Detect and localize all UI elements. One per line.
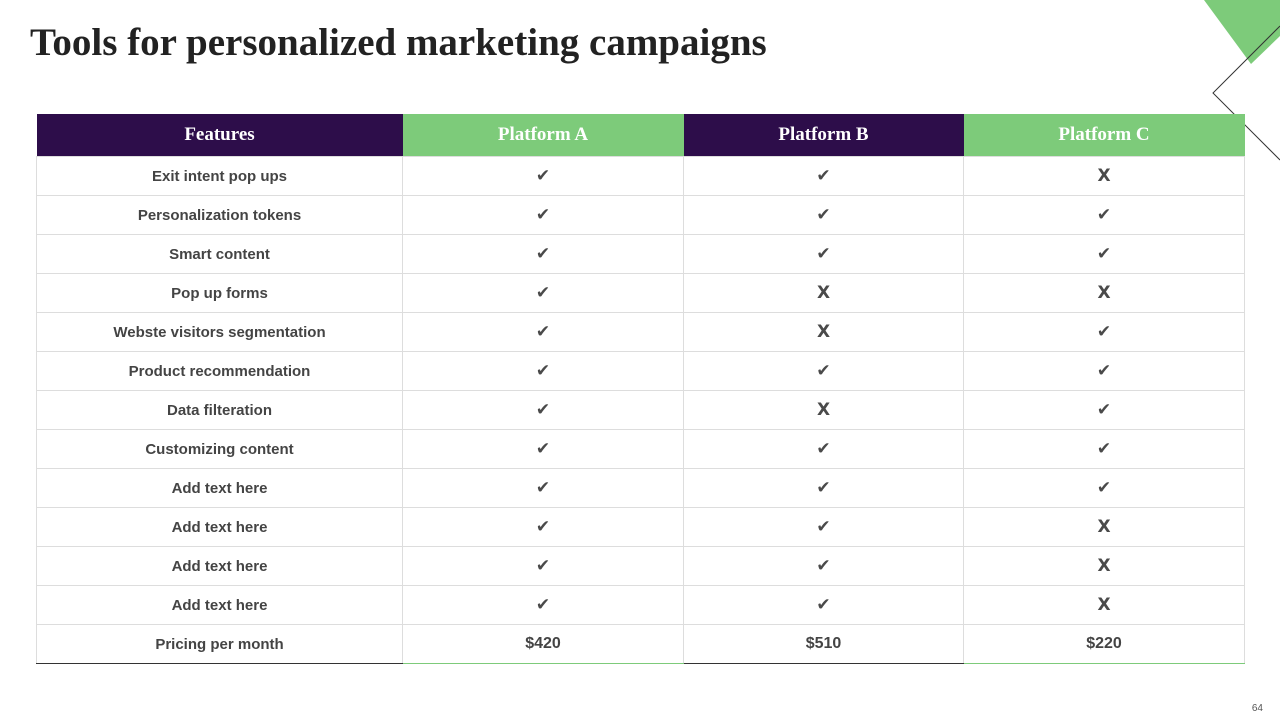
corner-line — [1212, 25, 1280, 161]
value-cell: X — [683, 312, 964, 352]
value-cell: ✔ — [963, 195, 1245, 235]
value-cell: ✔ — [683, 156, 964, 196]
table-row: Add text here ✔ ✔ ✔ — [36, 468, 1245, 508]
value-cell: ✔ — [402, 195, 684, 235]
table-row: Personalization tokens ✔ ✔ ✔ — [36, 195, 1245, 235]
page-number: 64 — [1251, 703, 1263, 714]
feature-cell: Customizing content — [36, 429, 403, 469]
table-row: Smart content ✔ ✔ ✔ — [36, 234, 1245, 274]
value-cell: ✔ — [683, 585, 964, 625]
feature-cell: Smart content — [36, 234, 403, 274]
value-cell: X — [683, 390, 964, 430]
value-cell: X — [963, 507, 1245, 547]
column-header: Platform A — [402, 114, 684, 157]
feature-cell: Data filteration — [36, 390, 403, 430]
table-row: Add text here ✔ ✔ X — [36, 507, 1245, 547]
value-cell: X — [963, 585, 1245, 625]
table-row: Pop up forms ✔ X X — [36, 273, 1245, 313]
value-cell: ✔ — [402, 429, 684, 469]
table-row: Exit intent pop ups ✔ ✔ X — [36, 156, 1245, 196]
value-cell: ✔ — [402, 273, 684, 313]
feature-cell: Add text here — [36, 468, 403, 508]
table-row: Pricing per month $420 $510 $220 — [36, 624, 1245, 664]
value-cell: ✔ — [963, 390, 1245, 430]
header-row: Features Platform A Platform B Platform C — [36, 114, 1245, 157]
value-cell: $420 — [402, 624, 684, 664]
value-cell: ✔ — [683, 429, 964, 469]
feature-cell: Webste visitors segmentation — [36, 312, 403, 352]
value-cell: X — [963, 546, 1245, 586]
table-row: Add text here ✔ ✔ X — [36, 546, 1245, 586]
value-cell: ✔ — [963, 468, 1245, 508]
column-header: Platform B — [683, 114, 964, 157]
value-cell: ✔ — [402, 585, 684, 625]
value-cell: $220 — [963, 624, 1245, 664]
comparison-table: Features Platform A Platform B Platform C E… — [36, 114, 1245, 664]
value-cell: ✔ — [963, 429, 1245, 469]
feature-cell: Add text here — [36, 546, 403, 586]
column-header: Platform C — [963, 114, 1245, 157]
value-cell: X — [963, 273, 1245, 313]
value-cell: ✔ — [683, 234, 964, 274]
value-cell: ✔ — [402, 312, 684, 352]
feature-cell: Pop up forms — [36, 273, 403, 313]
table-row: Webste visitors segmentation ✔ X ✔ — [36, 312, 1245, 352]
feature-cell: Pricing per month — [36, 624, 403, 664]
feature-cell: Add text here — [36, 507, 403, 547]
value-cell: ✔ — [402, 234, 684, 274]
value-cell: ✔ — [683, 546, 964, 586]
value-cell: ✔ — [683, 507, 964, 547]
value-cell: ✔ — [402, 390, 684, 430]
slide-title: Tools for personalized marketing campaig… — [30, 21, 767, 64]
value-cell: ✔ — [402, 468, 684, 508]
feature-cell: Exit intent pop ups — [36, 156, 403, 196]
table-row: Product recommendation ✔ ✔ ✔ — [36, 351, 1245, 391]
table-row: Data filteration ✔ X ✔ — [36, 390, 1245, 430]
value-cell: ✔ — [683, 351, 964, 391]
feature-cell: Personalization tokens — [36, 195, 403, 235]
value-cell: ✔ — [402, 507, 684, 547]
feature-cell: Add text here — [36, 585, 403, 625]
table-row: Add text here ✔ ✔ X — [36, 585, 1245, 625]
value-cell: ✔ — [963, 351, 1245, 391]
value-cell: X — [963, 156, 1245, 196]
value-cell: ✔ — [963, 234, 1245, 274]
value-cell: ✔ — [683, 195, 964, 235]
feature-cell: Product recommendation — [36, 351, 403, 391]
value-cell: ✔ — [683, 468, 964, 508]
table-row: Customizing content ✔ ✔ ✔ — [36, 429, 1245, 469]
value-cell: ✔ — [402, 156, 684, 196]
value-cell: ✔ — [402, 546, 684, 586]
value-cell: $510 — [683, 624, 964, 664]
green-corner — [1204, 0, 1280, 64]
value-cell: ✔ — [963, 312, 1245, 352]
value-cell: ✔ — [402, 351, 684, 391]
value-cell: X — [683, 273, 964, 313]
column-header: Features — [36, 114, 403, 157]
